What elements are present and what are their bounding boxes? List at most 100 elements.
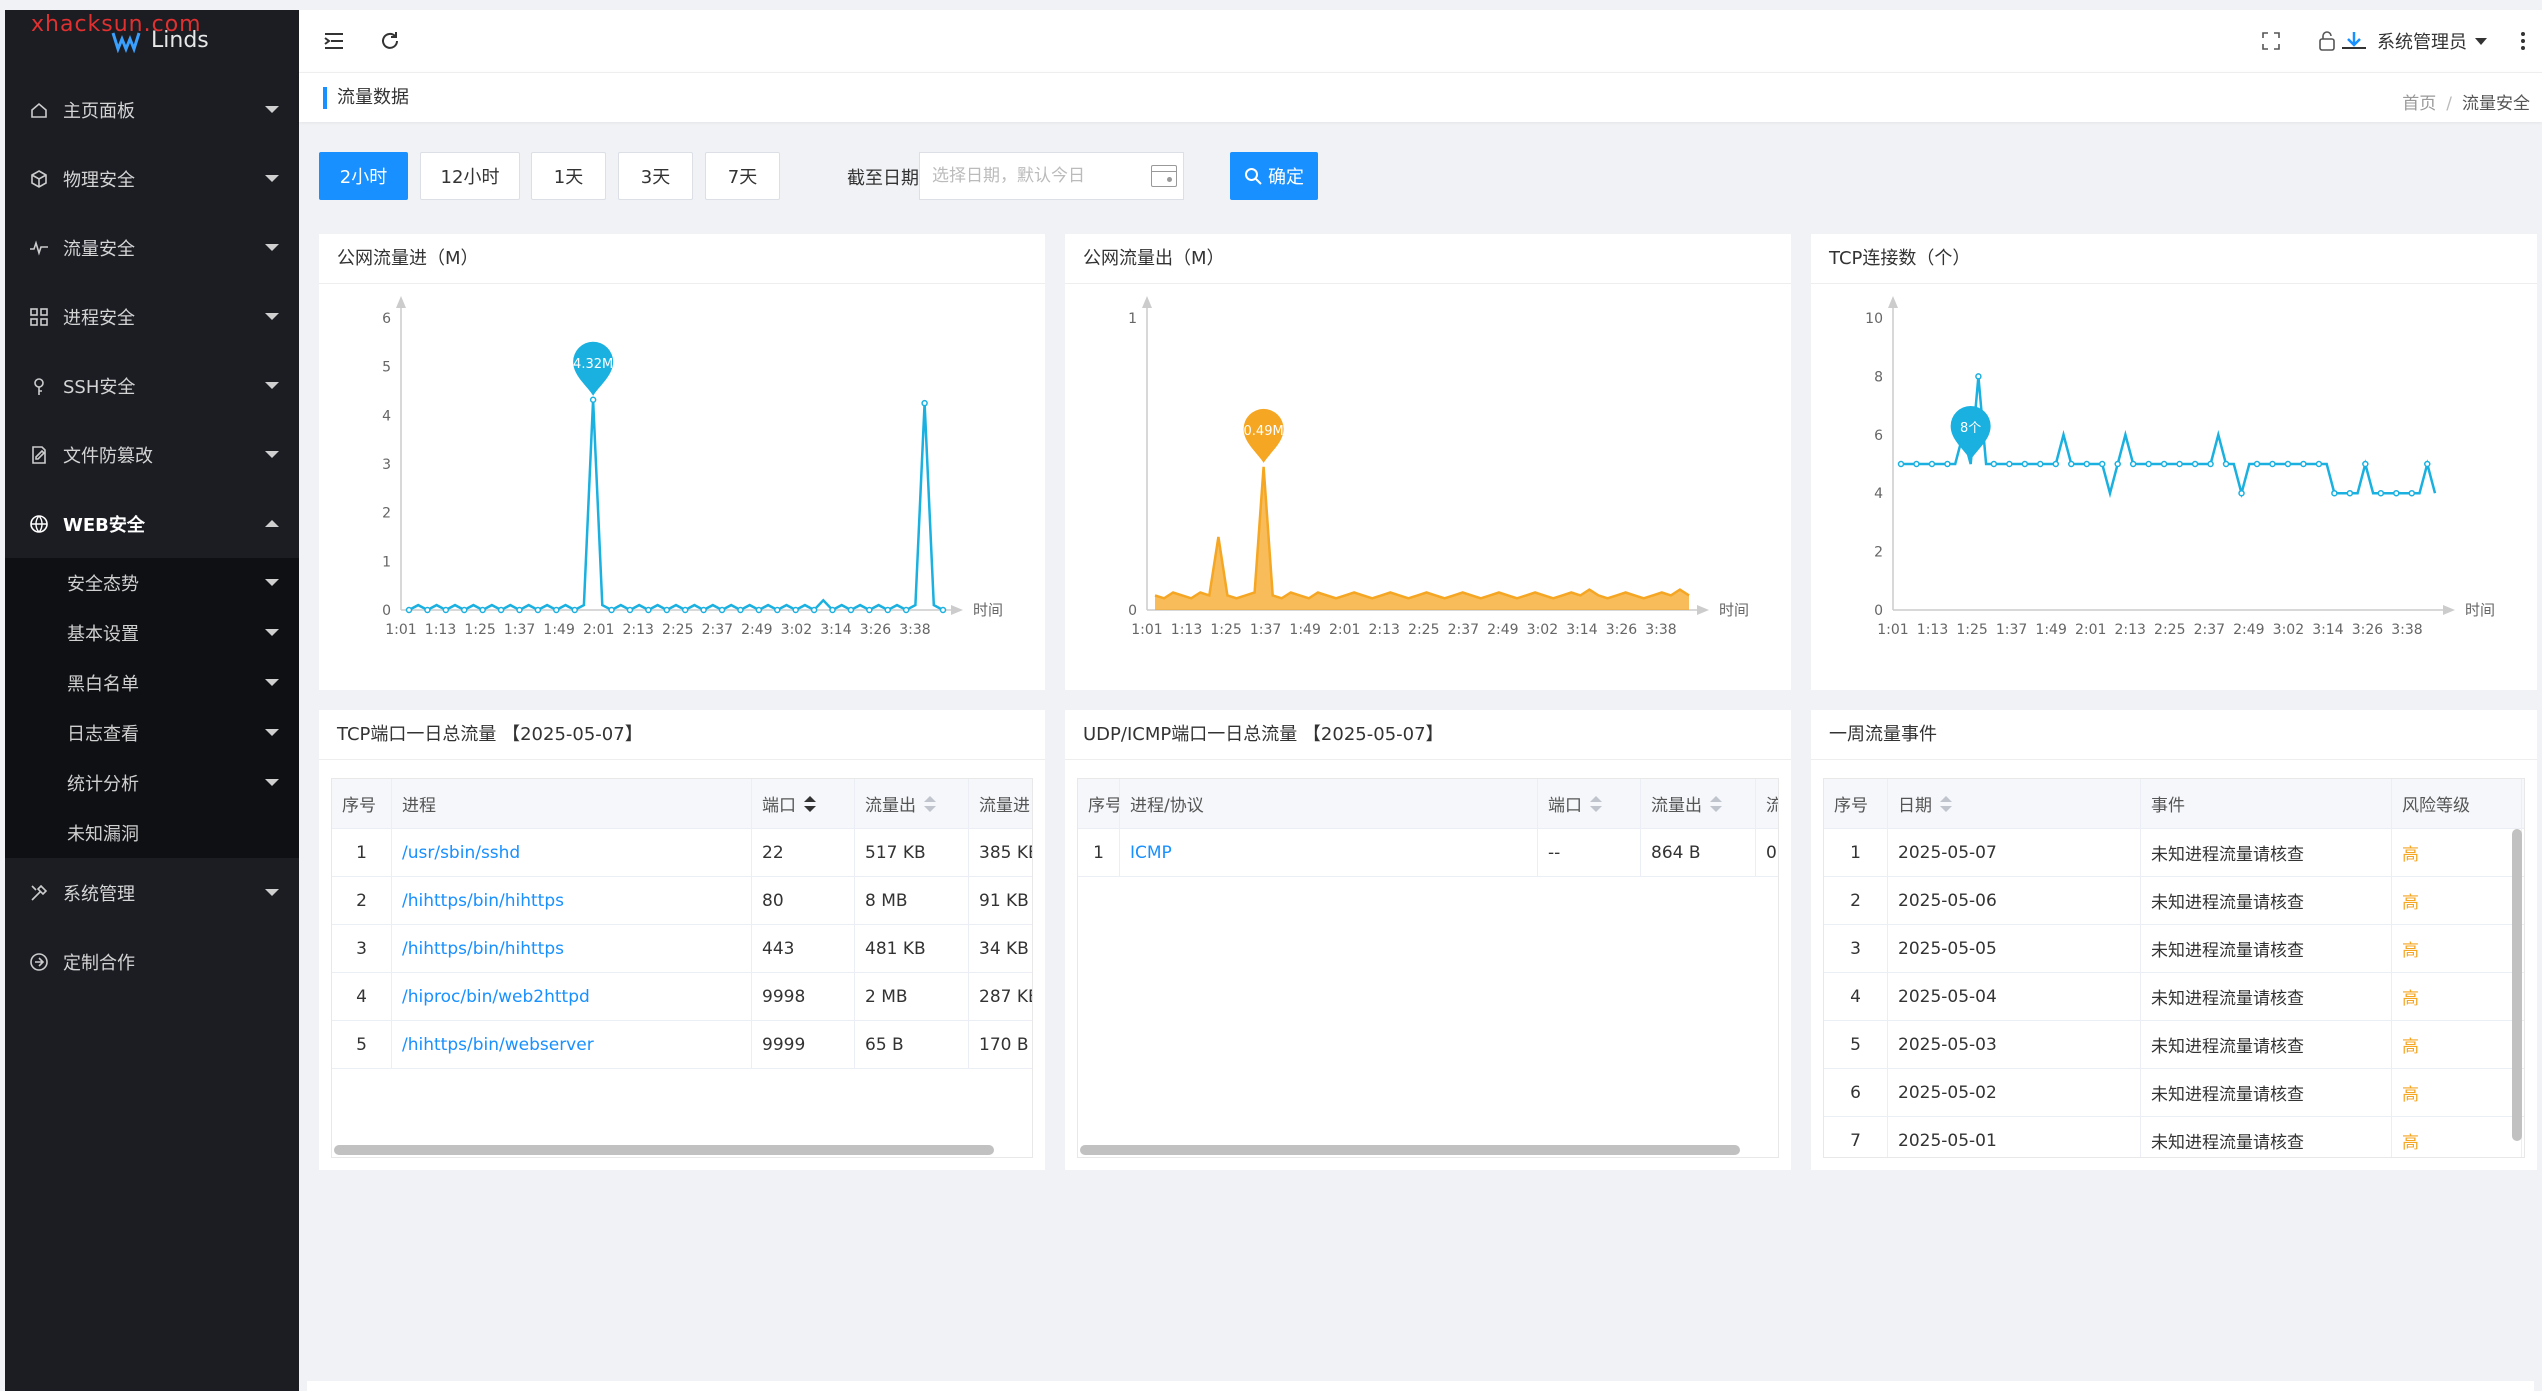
data-point [589, 396, 597, 404]
vertical-scrollbar[interactable] [2512, 829, 2522, 1141]
table-cell-wrap: /hihttps/bin/hihttps [392, 925, 752, 972]
table-row[interactable]: 2/hihttps/bin/hihttps 80 8 MB 91 KB [332, 877, 1032, 925]
refresh-icon[interactable] [377, 28, 403, 54]
peak-marker [573, 341, 614, 396]
column-header[interactable]: 端口 [752, 779, 855, 828]
sidebar-subitem[interactable]: 基本设置 [5, 608, 299, 658]
x-tick-label: 2:37 [702, 622, 733, 638]
table-row[interactable]: 5 2025-05-03 未知进程流量请核查 高 [1824, 1021, 2524, 1069]
table-cell: 3 [356, 938, 367, 959]
table-row[interactable]: 1 ICMP -- 864 B 0 B [1078, 829, 1778, 877]
risk-level: 高 [2402, 989, 2419, 1009]
sidebar-item-pulse[interactable]: 流量安全 [5, 213, 299, 282]
user-avatar-icon [2342, 32, 2366, 49]
table-cell-wrap: 80 [752, 877, 855, 924]
table-cell-wrap: 3 [1824, 925, 1888, 972]
user-menu[interactable]: 系统管理员 [2339, 28, 2487, 54]
process-link[interactable]: /hiproc/bin/web2httpd [402, 986, 590, 1007]
table-cell-wrap: 65 B [855, 1021, 969, 1068]
table-cell-wrap: 9999 [752, 1021, 855, 1068]
x-axis-label: 时间 [1719, 601, 1749, 619]
sidebar-subitem[interactable]: 安全态势 [5, 558, 299, 608]
sort-icon[interactable] [1590, 795, 1602, 812]
menu-fold-icon[interactable] [321, 28, 347, 54]
table-row[interactable]: 6 2025-05-02 未知进程流量请核查 高 [1824, 1069, 2524, 1117]
column-header[interactable]: 端口 [1538, 779, 1641, 828]
sidebar-subitem[interactable]: 统计分析 [5, 758, 299, 808]
sidebar-subitem[interactable]: 未知漏洞 [5, 808, 299, 858]
table-row[interactable]: 3 2025-05-05 未知进程流量请核查 高 [1824, 925, 2524, 973]
table-cell-wrap: 2025-05-06 [1888, 877, 2141, 924]
horizontal-scrollbar[interactable] [334, 1145, 994, 1155]
sidebar-subitem[interactable]: 黑白名单 [5, 658, 299, 708]
column-header-label: 进程/协议 [1130, 796, 1204, 816]
table-row[interactable]: 5/hihttps/bin/webserver 9999 65 B 170 B [332, 1021, 1032, 1069]
process-link[interactable]: /usr/sbin/sshd [402, 842, 521, 863]
data-point [2145, 460, 2152, 468]
range-button[interactable]: 7天 [705, 152, 780, 200]
sort-icon[interactable] [1710, 795, 1722, 812]
sidebar-item-home[interactable]: 主页面板 [5, 75, 299, 144]
calendar-icon[interactable] [1151, 165, 1177, 187]
process-link[interactable]: /hihttps/bin/webserver [402, 1034, 594, 1055]
date-input[interactable]: 选择日期，默认今日 [919, 152, 1184, 200]
table-row[interactable]: 3/hihttps/bin/hihttps 443 481 KB 34 KB [332, 925, 1032, 973]
sidebar-item-label: 文件防篡改 [63, 445, 153, 467]
column-header: 序号 [1824, 779, 1888, 828]
table-cell-wrap: 1 [1824, 829, 1888, 876]
y-tick-label: 2 [382, 506, 391, 522]
process-link[interactable]: /hihttps/bin/hihttps [402, 938, 564, 959]
web-submenu: 安全态势 基本设置 黑白名单 日志查看 统计分析 未知漏洞 [5, 558, 299, 858]
table-row[interactable]: 4 2025-05-04 未知进程流量请核查 高 [1824, 973, 2524, 1021]
range-button[interactable]: 3天 [618, 152, 693, 200]
table-row[interactable]: 2 2025-05-06 未知进程流量请核查 高 [1824, 877, 2524, 925]
data-point [553, 606, 560, 614]
process-link[interactable]: ICMP [1130, 842, 1172, 863]
column-header-label: 进程 [402, 796, 436, 816]
y-tick-label: 4 [1874, 486, 1883, 502]
sort-icon[interactable] [924, 795, 936, 812]
data-point [2346, 489, 2354, 497]
lock-icon[interactable] [2314, 28, 2340, 54]
y-tick-label: 0 [1874, 603, 1883, 619]
table-row[interactable]: 7 2025-05-01 未知进程流量请核查 高 [1824, 1117, 2524, 1157]
data-point [1975, 373, 1982, 380]
sort-icon[interactable] [1940, 795, 1952, 812]
more-vertical-icon[interactable] [2510, 28, 2536, 54]
sidebar-item-tools[interactable]: 系统管理 [5, 858, 299, 927]
column-header[interactable]: 日期 [1888, 779, 2141, 828]
y-tick-label: 0 [382, 603, 391, 619]
table-row[interactable]: 1/usr/sbin/sshd 22 517 KB 385 KB [332, 829, 1032, 877]
table-cell-wrap: 2 MB [855, 973, 969, 1020]
data-point [460, 606, 468, 614]
range-button[interactable]: 1天 [531, 152, 606, 200]
table-row[interactable]: 4/hiproc/bin/web2httpd 9998 2 MB 287 KB [332, 973, 1032, 1021]
sidebar-item-apps[interactable]: 进程安全 [5, 282, 299, 351]
table-cell-wrap: 2 [332, 877, 392, 924]
sidebar-item-cube[interactable]: 物理安全 [5, 144, 299, 213]
table-cell: 2025-05-03 [1898, 1034, 1997, 1055]
confirm-button[interactable]: 确定 [1230, 152, 1318, 200]
risk-level: 高 [2402, 941, 2419, 961]
range-button[interactable]: 12小时 [420, 152, 520, 200]
sidebar-item-handshake[interactable]: 定制合作 [5, 927, 299, 996]
table-cell-wrap: 8 MB [855, 877, 969, 924]
column-header[interactable]: 流量出 [855, 779, 969, 828]
table-row[interactable]: 1 2025-05-07 未知进程流量请核查 高 [1824, 829, 2524, 877]
process-link[interactable]: /hihttps/bin/hihttps [402, 890, 564, 911]
table-cell: 2025-05-04 [1898, 986, 1997, 1007]
sort-icon[interactable] [804, 795, 816, 812]
column-header[interactable]: 流量出 [1641, 779, 1756, 828]
sidebar-item-globe[interactable]: WEB安全 [5, 489, 299, 558]
x-axis-arrow [1697, 605, 1709, 615]
table-header: 序号 日期 事件 风险等级 [1824, 779, 2524, 829]
fullscreen-icon[interactable] [2258, 28, 2284, 54]
table-cell-wrap: /hihttps/bin/webserver [392, 1021, 752, 1068]
breadcrumb-home[interactable]: 首页 [2402, 94, 2437, 114]
sidebar-item-key[interactable]: SSH安全 [5, 351, 299, 420]
range-button[interactable]: 2小时 [319, 152, 408, 200]
horizontal-scrollbar[interactable] [1080, 1145, 1740, 1155]
sidebar-subitem[interactable]: 日志查看 [5, 708, 299, 758]
data-point [2068, 460, 2075, 468]
sidebar-item-file-edit[interactable]: 文件防篡改 [5, 420, 299, 489]
